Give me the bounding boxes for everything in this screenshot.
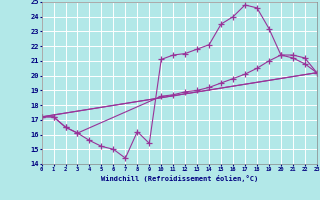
X-axis label: Windchill (Refroidissement éolien,°C): Windchill (Refroidissement éolien,°C) (100, 175, 258, 182)
